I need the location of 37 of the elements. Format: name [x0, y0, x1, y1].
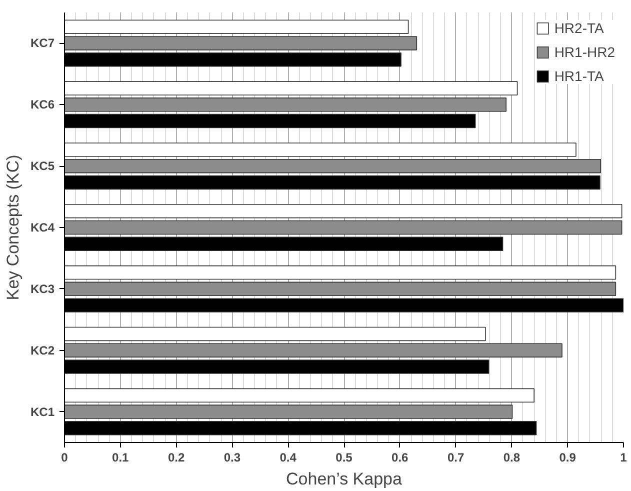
bar: [64, 404, 513, 419]
y-tick-label: KC7: [30, 36, 55, 50]
legend-label: HR1-HR2: [554, 44, 615, 60]
x-tick-label: 0.1: [112, 450, 130, 464]
x-tick-label: 0.3: [224, 450, 241, 464]
bar: [64, 282, 616, 296]
y-tick-label: KC3: [30, 282, 55, 296]
y-axis-title: Key Concepts (KC): [3, 154, 22, 300]
x-tick-label: 0.4: [280, 450, 297, 464]
x-tick-label: 0.2: [168, 450, 185, 464]
x-tick-label: 0.8: [503, 450, 520, 464]
bar: [64, 158, 601, 174]
x-tick-label: 0.6: [392, 450, 409, 464]
x-tick-label: 0: [61, 450, 68, 464]
legend-label: HR1-TA: [554, 68, 604, 84]
y-tick-label: KC4: [30, 220, 55, 234]
y-tick-label: KC5: [30, 159, 55, 174]
y-tick-label: KC6: [30, 98, 55, 112]
bar: [64, 343, 562, 358]
bar: [64, 326, 486, 342]
x-tick-label: 0.5: [336, 450, 353, 464]
x-axis-title: Cohen’s Kappa: [286, 470, 403, 488]
y-tick-label: KC1: [30, 404, 55, 419]
x-tick-label: 0.9: [559, 450, 576, 464]
bar: [64, 142, 576, 157]
bar: [64, 265, 616, 280]
bar: [64, 36, 418, 50]
x-tick-label: 1: [620, 450, 628, 464]
bar: [64, 204, 622, 218]
bar: [64, 81, 518, 96]
bar: [64, 20, 409, 34]
bar: [64, 388, 534, 403]
x-tick-label: 0.7: [447, 450, 464, 464]
y-tick-label: KC2: [30, 343, 55, 358]
bar: [64, 98, 507, 112]
legend-label: HR2-TA: [554, 20, 604, 36]
bar: [64, 220, 622, 235]
